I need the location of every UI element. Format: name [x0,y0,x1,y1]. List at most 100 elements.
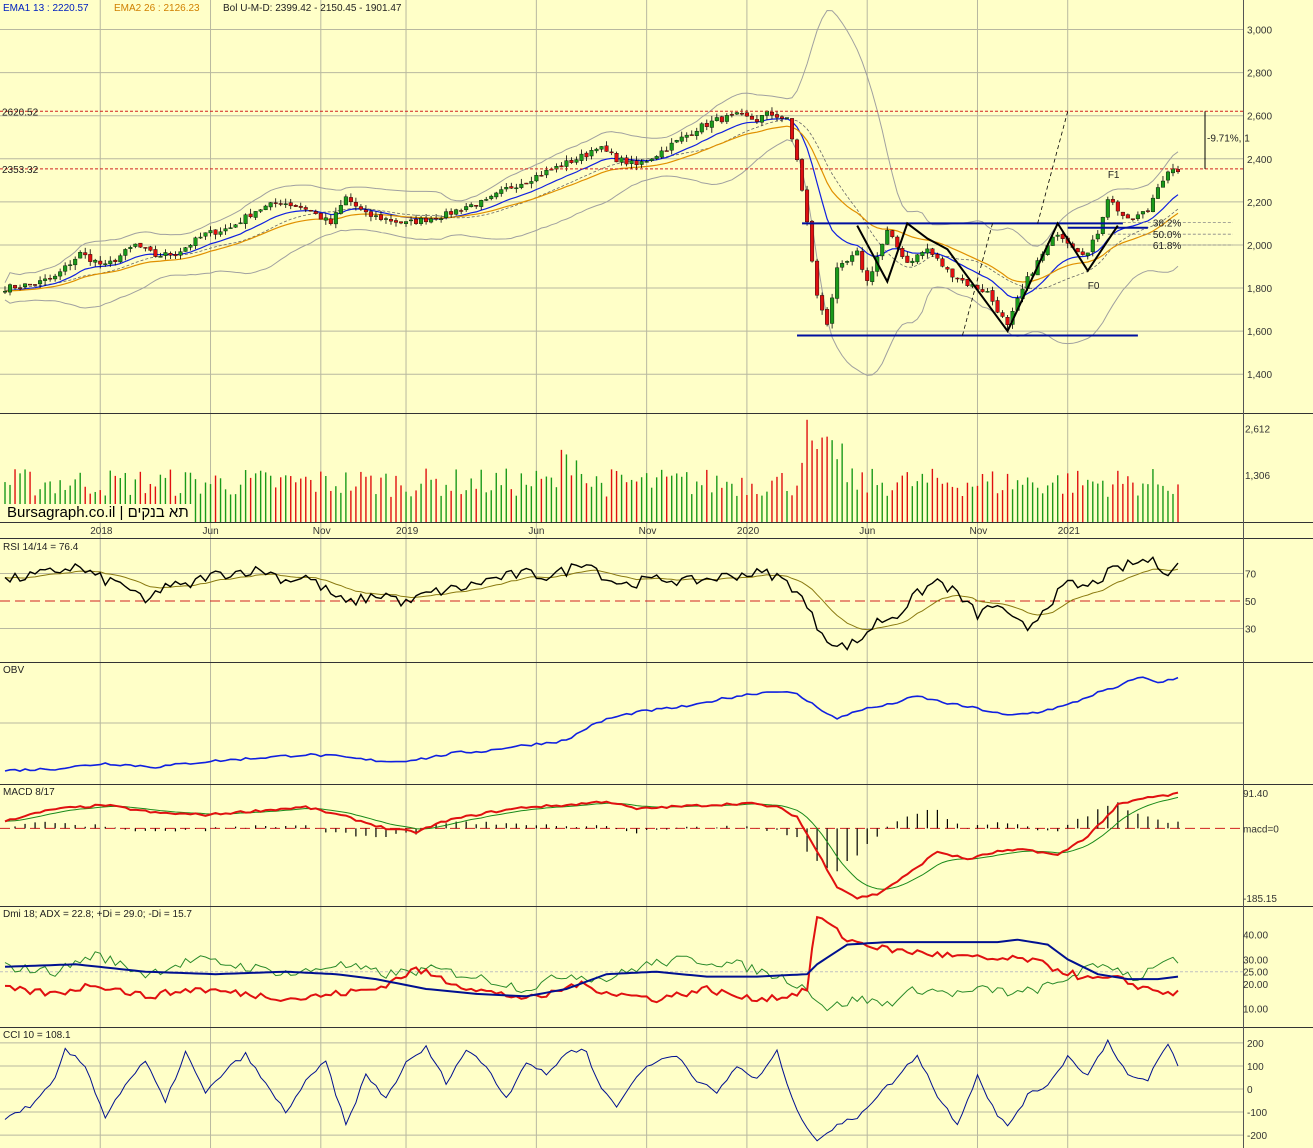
candle-body-131 [659,150,664,158]
candle-body-180 [905,255,910,263]
candle-body-214 [1075,248,1080,253]
candle-body-24 [123,249,128,256]
x-axis-label-9: 2021 [1058,526,1081,537]
candle-body-111 [559,165,564,168]
candle-body-153 [769,111,774,116]
candle-body-15 [78,252,83,259]
candle-body-126 [634,160,639,166]
candle-body-66 [333,212,338,225]
candle-body-100 [504,187,509,190]
candle-body-196 [985,291,990,293]
candle-body-94 [474,205,479,207]
dmi-tick-0: 10.00 [1243,1005,1268,1016]
candle-body-50 [253,211,258,218]
candle-body-185 [930,248,935,255]
candle-body-63 [318,213,323,220]
candle-body-134 [674,140,679,143]
candle-body-61 [308,210,313,212]
candle-body-190 [955,277,960,280]
candle-body-107 [539,175,544,177]
candle-body-44 [223,228,228,232]
candle-body-99 [499,189,504,194]
candle-body-92 [464,206,469,211]
candle-body-19 [98,260,103,265]
candle-body-167 [840,263,845,268]
candle-body-69 [348,197,353,202]
candle-body-177 [890,230,895,237]
candle-body-216 [1085,252,1090,256]
candle-body-186 [935,253,940,259]
candle-body-160 [805,189,810,223]
price-tick-5: 2,400 [1247,155,1272,166]
candle-body-119 [599,146,604,150]
rsi-tick-2: 70 [1245,570,1257,581]
candle-body-181 [910,260,915,263]
rsi-tick-1: 50 [1245,597,1257,608]
candle-body-225 [1130,218,1135,220]
candle-body-7 [38,280,43,285]
candle-body-8 [43,278,48,281]
candle-body-199 [1000,312,1005,317]
candle-body-141 [709,120,714,128]
candle-body-116 [584,152,589,158]
price-level-label-1: 2353.32 [2,165,39,176]
price-tick-6: 2,600 [1247,112,1272,123]
candle-body-219 [1100,216,1105,234]
price-tick-1: 1,600 [1247,327,1272,338]
candle-body-222 [1115,201,1120,212]
candle-body-147 [739,113,744,115]
candle-body-42 [213,229,218,235]
candle-body-140 [704,122,709,127]
candle-body-192 [965,279,970,286]
candle-body-29 [148,246,153,251]
rsi-line [4,556,1179,651]
candle-body-128 [644,161,649,163]
candle-body-82 [414,218,419,224]
candle-body-79 [399,221,404,224]
projection-line-1 [962,223,993,336]
candle-body-22 [113,259,118,262]
volume-tick-0: 1,306 [1245,471,1270,482]
candle-body-95 [479,200,484,207]
candle-body-21 [108,260,113,265]
candle-body-197 [990,290,995,302]
cci-tick-3: 100 [1247,1062,1264,1073]
candle-body-96 [484,199,489,201]
cci-tick-4: 200 [1247,1039,1264,1050]
candle-body-72 [363,209,368,213]
candle-body-84 [424,217,429,223]
candle-body-195 [980,289,985,293]
candle-body-64 [323,217,328,221]
candle-body-200 [1005,317,1010,325]
x-axis-label-7: Jun [859,526,875,537]
candle-body-157 [790,118,795,140]
candle-body-34 [173,254,178,257]
candle-body-114 [574,159,579,163]
candle-body-12 [63,265,68,272]
candle-body-144 [724,115,729,122]
candle-body-179 [900,248,905,257]
candle-body-106 [534,175,539,182]
candle-body-220 [1105,199,1110,218]
candle-body-2 [13,285,18,289]
candle-body-209 [1050,236,1055,246]
candle-body-215 [1080,251,1085,255]
candle-body-112 [564,160,569,167]
candle-body-170 [855,250,860,256]
candle-body-211 [1060,234,1065,239]
fib-label-0: F1 [1108,170,1120,181]
rsi-title: RSI 14/14 = 76.4 [3,542,79,553]
candle-body-98 [494,192,499,198]
candle-body-161 [810,220,815,262]
candle-body-120 [604,145,609,152]
measure-label: -9.71%, 1 [1207,134,1250,145]
candle-body-102 [514,187,519,190]
candle-body-45 [228,227,233,229]
x-axis-label-2: Nov [313,526,331,537]
candle-body-73 [368,211,373,217]
candle-body-123 [619,157,624,163]
legend-bollinger: Bol U-M-D: 2399.42 - 2150.45 - 1901.47 [223,3,402,14]
candle-body-80 [404,221,409,224]
candle-body-124 [624,157,629,165]
